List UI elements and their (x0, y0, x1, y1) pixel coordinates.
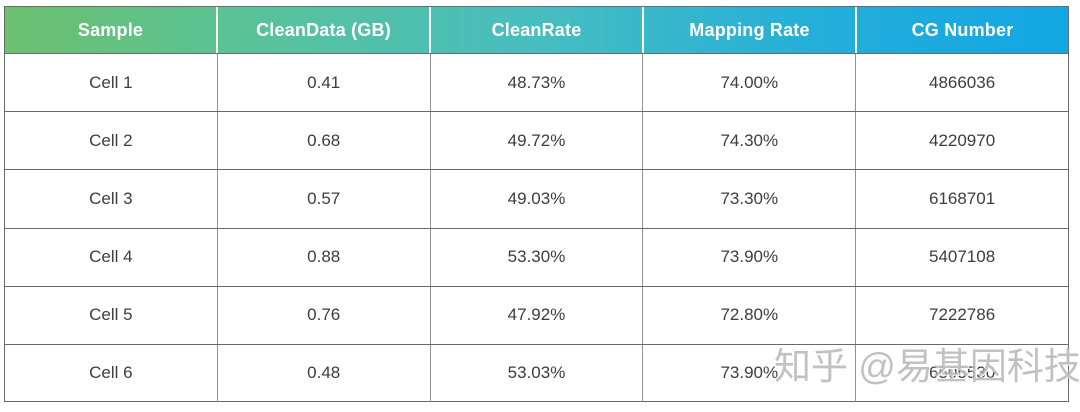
table-cell: 74.30% (643, 112, 857, 170)
table-row: Cell 6 0.48 53.03% 73.90% 6505530 (5, 343, 1068, 403)
table-cell: 48.73% (431, 54, 644, 112)
table-cell: 49.03% (431, 170, 644, 228)
table-row: Cell 2 0.68 49.72% 74.30% 4220970 (5, 111, 1068, 170)
table-cell: 49.72% (431, 112, 644, 170)
table-cell: 4220970 (928, 130, 996, 150)
table-cell: 53.30% (431, 228, 644, 286)
table-cell: 73.30% (643, 170, 857, 228)
table-cell: 74.00% (643, 54, 857, 112)
table-row: Cell 1 0.41 48.73% 74.00% 4866036 (5, 53, 1068, 112)
table-cell: 6168701 (928, 188, 996, 208)
table-row: Cell 3 0.57 49.03% 73.30% 6168701 (5, 169, 1068, 228)
table-row: Cell 5 0.76 47.92% 72.80% 7222786 (5, 285, 1068, 344)
table-cell: 0.48 (218, 344, 431, 403)
table-cell: 53.03% (431, 344, 644, 403)
table-cell: 4866036 (928, 72, 996, 92)
table-cell: Cell 3 (5, 170, 218, 228)
table-cell: 47.92% (431, 286, 644, 344)
column-header-mapping-rate: Mapping Rate (644, 7, 857, 53)
table-header-row: Sample CleanData (GB) CleanRate Mapping Rat… (5, 7, 1068, 53)
table-cell: 73.90% (643, 228, 857, 286)
column-header-sample: Sample (5, 7, 218, 53)
sequencing-stats-table: Sample CleanData (GB) CleanRate Mapping Rat… (4, 6, 1069, 403)
table-cell: 7222786 (928, 305, 996, 325)
column-header-cg-number: CG Number (911, 19, 1014, 40)
table-cell: 0.57 (218, 170, 431, 228)
column-header-cleandata-gb: CleanData (GB) (218, 7, 431, 53)
table-row: Cell 4 0.88 53.30% 73.90% 5407108 (5, 227, 1068, 286)
table-cell: 5407108 (928, 247, 996, 267)
table-cell: 0.76 (218, 286, 431, 344)
table-cell: 0.88 (218, 228, 431, 286)
table-cell: 0.41 (218, 54, 431, 112)
table-cell: Cell 2 (5, 112, 218, 170)
table-cell: 72.80% (643, 286, 857, 344)
column-header-cleanrate: CleanRate (431, 7, 644, 53)
table-cell: Cell 1 (5, 54, 218, 112)
table-cell: 0.68 (218, 112, 431, 170)
table-body: Cell 1 0.41 48.73% 74.00% 4866036 Cell 2 0.68 4… (5, 53, 1068, 403)
table-cell: 73.90% (643, 344, 857, 403)
table-cell: Cell 4 (5, 228, 218, 286)
table-cell: 6505530 (928, 363, 996, 383)
table-cell: Cell 5 (5, 286, 218, 344)
table-cell: Cell 6 (5, 344, 218, 403)
